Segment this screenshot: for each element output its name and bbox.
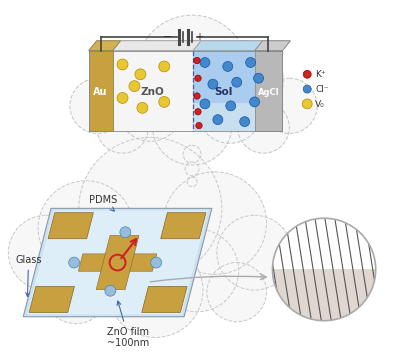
Polygon shape [273,269,376,321]
Bar [193,51,255,131]
Bar [113,51,193,131]
Circle shape [70,78,126,133]
Polygon shape [273,269,376,321]
Circle shape [200,58,210,67]
Circle shape [240,117,250,126]
Circle shape [204,41,283,120]
Circle shape [163,172,266,274]
Polygon shape [96,235,139,290]
Circle shape [151,257,162,268]
Circle shape [159,97,170,107]
Polygon shape [255,41,290,51]
Polygon shape [113,41,201,51]
Polygon shape [89,41,290,51]
Circle shape [152,86,232,165]
Text: Glass: Glass [15,255,42,296]
Bar [193,103,255,131]
Circle shape [208,79,218,89]
Circle shape [223,61,233,71]
Polygon shape [27,211,208,315]
Text: AgCl: AgCl [258,88,279,97]
Circle shape [207,263,266,322]
Circle shape [196,122,202,129]
Circle shape [105,285,116,296]
Polygon shape [23,208,212,317]
Text: Sol: Sol [215,87,233,97]
Circle shape [155,229,239,312]
Polygon shape [193,41,262,51]
Circle shape [44,261,108,324]
Circle shape [187,177,197,187]
Circle shape [136,15,248,126]
Circle shape [217,215,292,290]
Text: V₀: V₀ [315,100,325,109]
Circle shape [195,75,201,81]
Circle shape [119,78,182,141]
Circle shape [198,80,262,143]
Circle shape [8,215,84,290]
Text: ZnO film
~100nm: ZnO film ~100nm [107,301,150,348]
Polygon shape [89,41,121,51]
Circle shape [200,99,210,109]
Circle shape [238,102,289,153]
Polygon shape [161,213,206,239]
Text: PDMS: PDMS [89,196,117,211]
Circle shape [159,61,170,72]
Circle shape [69,257,80,268]
Circle shape [137,102,148,113]
Polygon shape [29,286,74,312]
Text: ZnO: ZnO [141,87,165,97]
Bar [89,51,113,131]
Circle shape [108,243,203,338]
Circle shape [99,47,170,118]
Circle shape [183,145,201,163]
Circle shape [117,59,128,70]
Circle shape [69,231,152,314]
Circle shape [245,58,256,67]
Circle shape [250,97,260,107]
Circle shape [195,109,201,115]
Polygon shape [142,286,187,312]
Text: +: + [195,32,204,42]
Circle shape [120,227,131,237]
Circle shape [254,73,264,83]
Circle shape [79,137,222,279]
Circle shape [302,99,312,109]
Circle shape [194,58,200,64]
Text: Au: Au [93,87,108,97]
Circle shape [194,93,200,99]
Circle shape [117,93,128,103]
Circle shape [185,162,199,176]
Circle shape [232,77,242,87]
Text: −: − [163,32,173,42]
Circle shape [213,115,223,125]
Bar [255,51,282,131]
Circle shape [262,78,317,133]
Circle shape [38,181,134,275]
Circle shape [97,102,149,153]
Polygon shape [78,254,157,271]
Circle shape [129,81,140,92]
Text: Cl⁻: Cl⁻ [315,85,329,94]
Circle shape [273,218,376,321]
Text: K⁺: K⁺ [315,70,326,79]
Circle shape [303,85,311,93]
Circle shape [135,69,146,80]
Polygon shape [48,213,93,239]
Circle shape [303,70,311,78]
Circle shape [226,101,236,111]
